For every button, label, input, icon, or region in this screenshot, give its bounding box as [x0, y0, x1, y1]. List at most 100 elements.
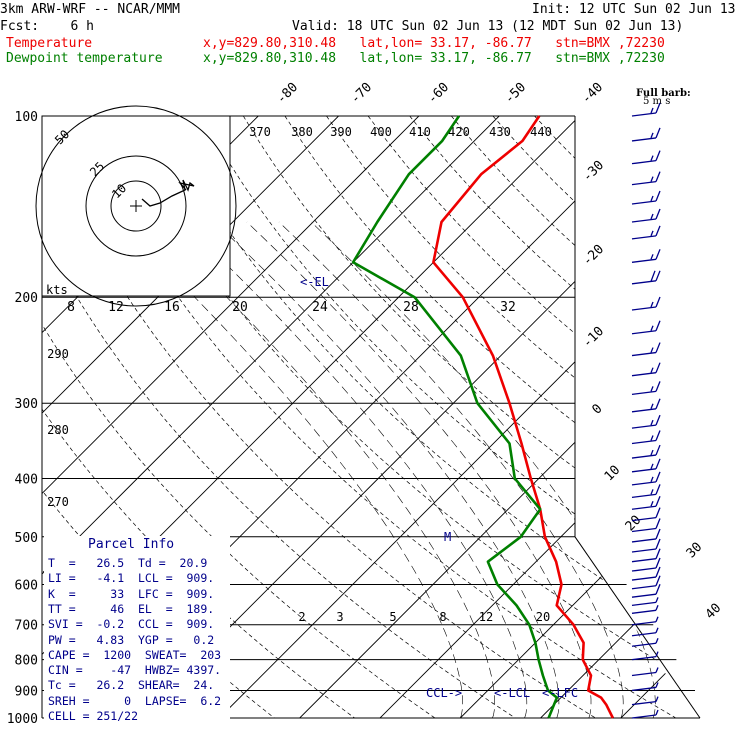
dewpoint-legend: Dewpoint temperature	[6, 51, 163, 66]
wind-barb-half	[655, 667, 659, 673]
wind-barb-flag	[655, 320, 661, 332]
wind-barb-staff	[631, 351, 657, 357]
valid-time: Valid: 18 UTC Sun 02 Jun 13 (12 MDT Sun …	[292, 19, 684, 34]
forecast-hour: Fcst: 6 h	[0, 19, 94, 34]
wind-barb-half	[650, 500, 654, 507]
wind-barb-staff	[631, 372, 657, 377]
moist-adiabat	[278, 221, 624, 718]
plot-right-border-lower	[574, 536, 701, 719]
theta-tick-label: 400	[370, 125, 392, 139]
wind-barb-staff	[631, 601, 657, 607]
wind-barb-staff	[631, 527, 657, 533]
isotherm-tick-label: -30	[580, 158, 607, 185]
wind-barb-staff	[631, 642, 657, 647]
wind-barb-staff	[631, 576, 657, 581]
moist-adiabat	[118, 221, 463, 718]
wind-barb-flag	[655, 538, 661, 550]
wind-barb-flag	[655, 430, 661, 441]
isotherm-tick-label: 10	[602, 463, 624, 485]
hodograph-trace	[141, 179, 195, 207]
hodograph-speed-label: 32	[500, 300, 516, 315]
wind-barb-half	[650, 489, 654, 495]
wind-barb-staff	[631, 408, 657, 413]
mixing-ratio-label: 3	[336, 610, 343, 624]
wind-barb-staff	[631, 585, 657, 590]
wind-barb-half	[650, 230, 654, 237]
wind-barb-flag	[655, 362, 661, 373]
wind-barb-staff	[631, 505, 657, 510]
wind-barb-staff	[631, 454, 657, 459]
wind-barb-staff	[631, 280, 657, 285]
wind-barb-half	[650, 476, 654, 483]
mixing-ratio-label: 8	[439, 610, 446, 624]
hodograph-speed-label: 20	[232, 300, 248, 315]
wind-barb-half	[655, 696, 659, 702]
dry-adiabat	[42, 116, 596, 718]
wind-barb-flag	[655, 518, 661, 529]
dewpoint-profile	[351, 115, 559, 719]
wind-barb-staff	[631, 235, 657, 240]
dry-adiabat	[42, 116, 436, 718]
dry-adiabat	[243, 116, 695, 718]
wind-barb-flag	[655, 444, 661, 456]
dry-adiabat	[201, 116, 695, 718]
wind-barb-flag	[655, 190, 661, 202]
parcel-info-row: SREH = 0 LAPSE= 6.2	[48, 693, 222, 708]
wind-barb-flag	[655, 471, 661, 483]
parcel-info-panel: Parcel Info T = 26.5 Td = 20.9 LI = -4.1 …	[44, 536, 230, 728]
wind-barb-half	[650, 301, 654, 308]
wind-barb-half	[650, 107, 654, 114]
hodograph-speed-label: 8	[67, 300, 75, 315]
wind-barb-staff	[631, 609, 657, 614]
hodograph-ring	[35, 105, 237, 307]
init-time: Init: 12 UTC Sun 02 Jun 13	[532, 2, 736, 17]
wind-barb-staff	[631, 218, 657, 223]
wind-barb-staff	[631, 439, 657, 445]
wind-barb-staff	[631, 468, 657, 473]
dry-adiabat	[575, 116, 695, 718]
dry-adiabat	[76, 116, 677, 718]
mixing-ratio-label: 5	[389, 610, 396, 624]
wind-barb-half	[650, 435, 654, 441]
wind-barb-flag	[655, 270, 661, 282]
isotherm-tick-label: -60	[425, 80, 452, 107]
wind-barb-half	[650, 176, 654, 182]
theta-tick-label: 440	[530, 125, 552, 139]
hodograph-speed-label: 16	[164, 300, 180, 315]
wind-barb-flag	[655, 249, 661, 260]
dry-adiabat	[42, 116, 355, 718]
wind-barb-staff	[631, 137, 657, 142]
pressure-tick-label: 300	[15, 397, 38, 412]
wind-barb-staff	[631, 424, 657, 429]
parcel-info-row: CAPE = 1200 SWEAT= 203	[48, 647, 222, 662]
theta-axis-label: 270	[47, 495, 69, 509]
wind-barb-flag	[655, 208, 661, 220]
dry-adiabat	[451, 116, 695, 718]
wind-barb-half	[655, 605, 659, 611]
wind-barb-staff	[631, 481, 657, 486]
wind-barb-staff	[631, 180, 657, 186]
isotherm-line	[219, 116, 695, 718]
wind-barb-flag	[655, 484, 661, 495]
isotherm-tick-label: -50	[502, 80, 529, 107]
wind-barb-flag	[655, 458, 661, 470]
parcel-info-row: LI = -4.1 LCL = 909.	[48, 571, 215, 586]
wind-barb-staff	[631, 686, 657, 692]
wind-barb-flag	[655, 528, 661, 540]
isotherm-tick-label: 0	[589, 401, 605, 417]
m-annotation: M	[444, 530, 451, 544]
dry-adiabat	[658, 116, 695, 718]
theta-axis-label: 280	[47, 423, 69, 437]
wind-barb-half	[650, 325, 654, 332]
wind-barb-staff	[631, 160, 657, 165]
temperature-profile	[432, 115, 615, 719]
wind-barb-staff	[631, 330, 657, 335]
isotherm-tick-label: 30	[684, 540, 706, 562]
pressure-tick-label: 700	[15, 619, 38, 634]
moist-adiabat	[182, 221, 528, 718]
wind-barb-staff	[631, 700, 657, 706]
wind-barb-half	[655, 682, 659, 688]
wind-barb-half	[650, 463, 654, 470]
theta-tick-label: 420	[448, 125, 470, 139]
